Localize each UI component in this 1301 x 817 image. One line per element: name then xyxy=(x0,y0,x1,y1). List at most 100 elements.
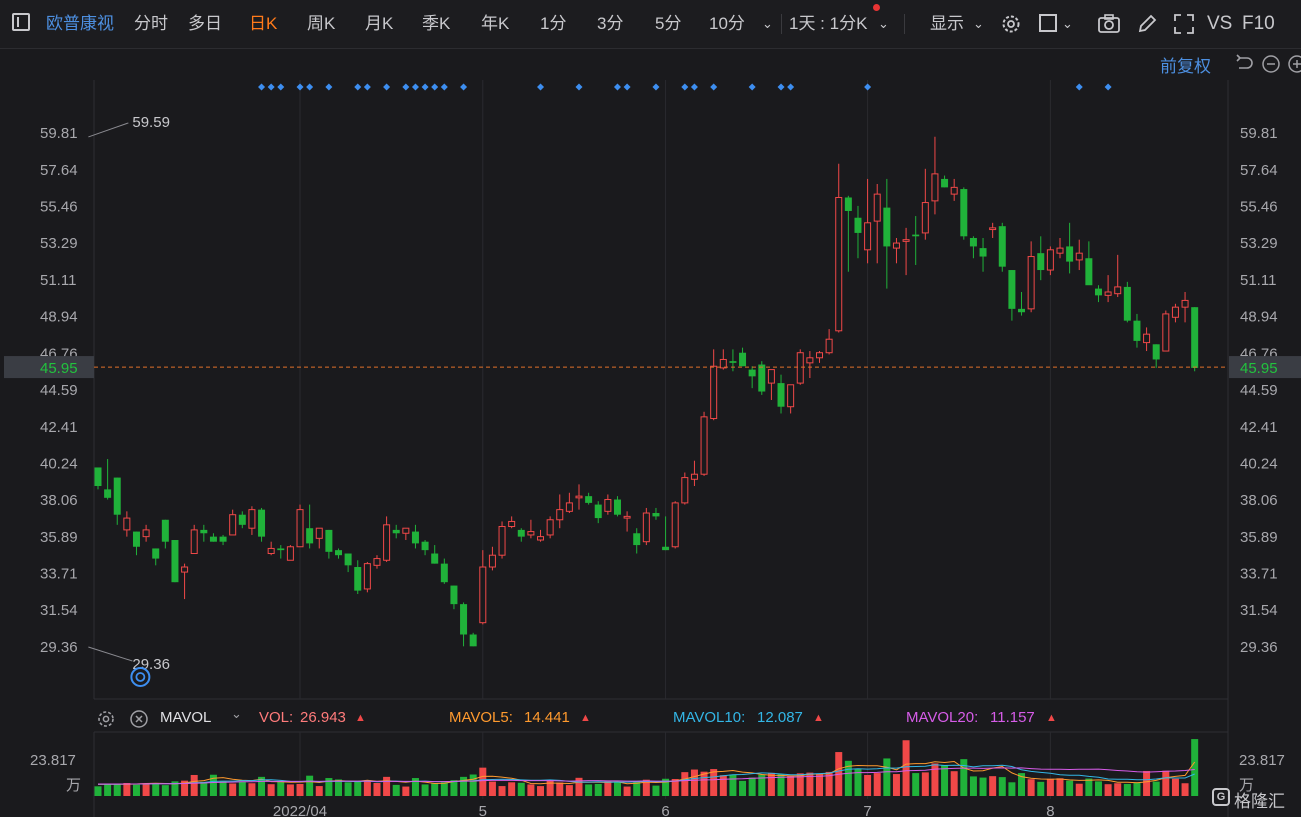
event-marker-diamond[interactable] xyxy=(864,83,872,91)
candle-body[interactable] xyxy=(508,520,516,528)
candle-body[interactable] xyxy=(739,352,747,367)
volume-bar[interactable] xyxy=(710,769,718,796)
candle-body[interactable] xyxy=(411,531,419,544)
candle-body[interactable] xyxy=(181,566,189,573)
candle-body[interactable] xyxy=(1114,286,1122,295)
candle-body[interactable] xyxy=(690,473,698,480)
candle-body[interactable] xyxy=(1085,258,1093,286)
candle-body[interactable] xyxy=(825,338,833,354)
candle-body[interactable] xyxy=(392,529,400,534)
event-marker-diamond[interactable] xyxy=(623,83,631,91)
volume-bar[interactable] xyxy=(613,782,621,796)
volume-bar[interactable] xyxy=(854,768,862,796)
period-tab-multi-day[interactable]: 多日 xyxy=(188,14,222,33)
candle-body[interactable] xyxy=(296,509,304,548)
candle-body[interactable] xyxy=(1152,344,1160,360)
volume-bar[interactable] xyxy=(200,781,208,796)
candle-body[interactable] xyxy=(585,496,593,503)
event-marker-diamond[interactable] xyxy=(306,83,314,91)
event-marker-diamond[interactable] xyxy=(710,83,718,91)
candle-body[interactable] xyxy=(373,558,381,566)
volume-bar[interactable] xyxy=(527,784,535,796)
volume-bar[interactable] xyxy=(508,782,516,796)
candle-body[interactable] xyxy=(219,536,227,542)
volume-bar[interactable] xyxy=(912,773,920,796)
volume-bar[interactable] xyxy=(498,786,506,796)
volume-bar[interactable] xyxy=(402,786,410,796)
event-marker-diamond[interactable] xyxy=(777,83,785,91)
candle-body[interactable] xyxy=(710,365,718,420)
candle-body[interactable] xyxy=(844,197,852,211)
vs-compare-button[interactable]: VS xyxy=(1207,13,1233,34)
event-marker-diamond[interactable] xyxy=(431,83,439,91)
multi-period-chevron-icon[interactable]: ⌄ xyxy=(878,16,889,31)
volume-bar[interactable] xyxy=(642,779,650,796)
candle-body[interactable] xyxy=(315,527,323,539)
volume-bar[interactable] xyxy=(161,785,169,796)
settings-gear-icon[interactable] xyxy=(1000,13,1022,35)
qa-event-icon[interactable] xyxy=(130,666,151,687)
candle-body[interactable] xyxy=(440,563,448,583)
volume-bar[interactable] xyxy=(325,778,333,796)
volume-bar[interactable] xyxy=(209,774,217,796)
candle-body[interactable] xyxy=(344,553,352,566)
candle-body[interactable] xyxy=(306,528,314,544)
event-marker-diamond[interactable] xyxy=(787,83,795,91)
volume-bar[interactable] xyxy=(1114,783,1122,796)
period-tab-yearly[interactable]: 年K xyxy=(481,14,510,33)
volume-bar[interactable] xyxy=(729,774,737,796)
volume-bar[interactable] xyxy=(152,784,160,796)
period-tab-3min[interactable]: 3分 xyxy=(597,14,624,33)
event-markers[interactable] xyxy=(258,83,1112,91)
volume-bar[interactable] xyxy=(556,782,564,796)
volume-bar[interactable] xyxy=(565,785,573,796)
volume-bar[interactable] xyxy=(190,774,198,796)
event-marker-diamond[interactable] xyxy=(575,83,583,91)
volume-bar[interactable] xyxy=(931,763,939,796)
candle-body[interactable] xyxy=(94,467,102,487)
event-marker-diamond[interactable] xyxy=(383,83,391,91)
volume-bar[interactable] xyxy=(1027,779,1035,796)
volume-bar[interactable] xyxy=(1191,739,1199,796)
candle-body[interactable] xyxy=(1046,249,1054,271)
candle-body[interactable] xyxy=(1123,286,1131,321)
period-tab-daily[interactable]: 日K xyxy=(249,14,278,33)
volume-bar[interactable] xyxy=(344,782,352,796)
candle-body[interactable] xyxy=(594,504,602,519)
volume-bar[interactable] xyxy=(1075,783,1083,796)
volume-bar[interactable] xyxy=(306,775,314,796)
layout-square-icon[interactable] xyxy=(1039,14,1057,32)
candle-body[interactable] xyxy=(498,526,506,556)
volume-bar[interactable] xyxy=(767,772,775,796)
volume-bar[interactable] xyxy=(700,771,708,796)
candle-body[interactable] xyxy=(1143,333,1151,344)
volume-bar[interactable] xyxy=(1133,782,1141,796)
candle-body[interactable] xyxy=(921,202,929,234)
zoom-in-icon[interactable] xyxy=(1287,54,1301,74)
volume-bar[interactable] xyxy=(450,780,458,796)
volume-bar[interactable] xyxy=(796,773,804,796)
candle-body[interactable] xyxy=(758,364,766,392)
candle-body[interactable] xyxy=(604,499,612,512)
candle-body[interactable] xyxy=(950,186,958,195)
volume-bar[interactable] xyxy=(1181,783,1189,796)
candle-body[interactable] xyxy=(104,489,112,498)
volume-bar[interactable] xyxy=(873,773,881,796)
event-marker-diamond[interactable] xyxy=(537,83,545,91)
candle-body[interactable] xyxy=(806,357,814,364)
candle-body[interactable] xyxy=(209,536,217,542)
candle-body[interactable] xyxy=(700,416,708,475)
candle-body[interactable] xyxy=(488,554,496,568)
candle-body[interactable] xyxy=(931,173,939,202)
candle-body[interactable] xyxy=(892,242,900,249)
volume-bar[interactable] xyxy=(440,782,448,796)
candle-body[interactable] xyxy=(113,477,121,515)
event-marker-diamond[interactable] xyxy=(363,83,371,91)
candle-body[interactable] xyxy=(1027,256,1035,310)
volume-bar[interactable] xyxy=(94,786,102,796)
period-tab-intraday[interactable]: 分时 xyxy=(134,14,168,33)
layout-chevron-icon[interactable]: ⌄ xyxy=(1062,16,1073,31)
volume-bar[interactable] xyxy=(142,783,150,796)
event-marker-diamond[interactable] xyxy=(411,83,419,91)
volume-bar[interactable] xyxy=(671,778,679,796)
